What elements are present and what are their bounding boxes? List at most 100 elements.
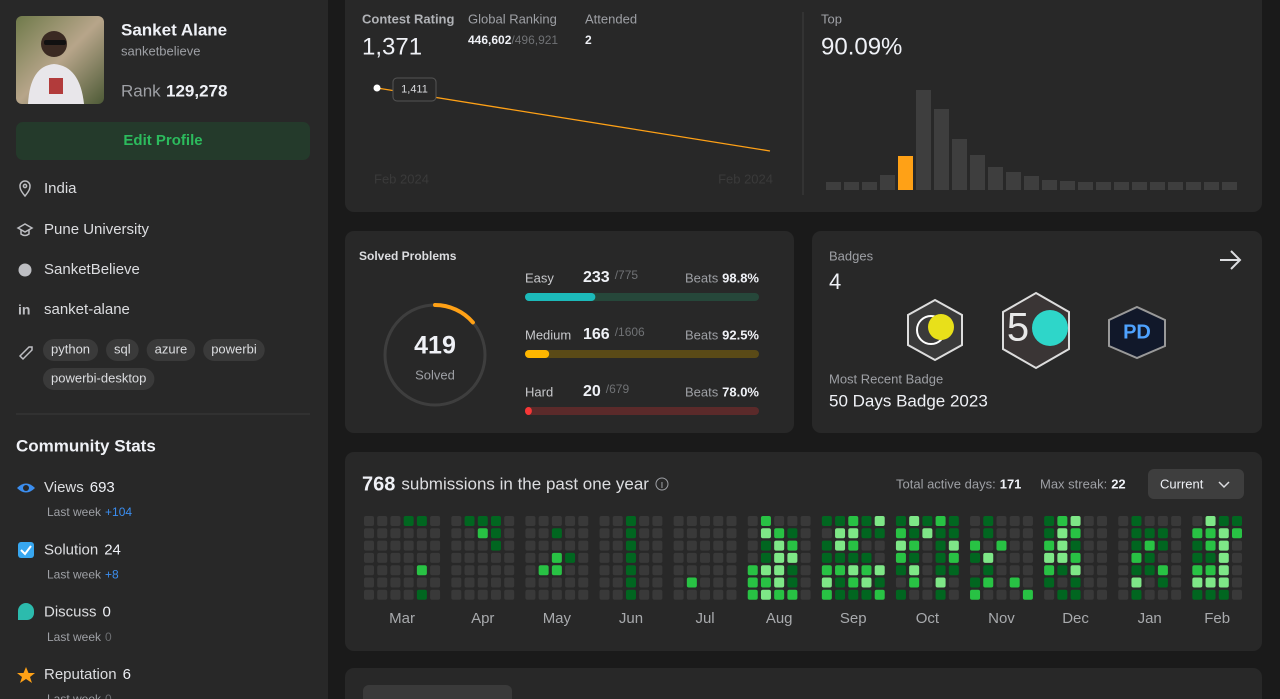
day-cell: [430, 540, 441, 551]
rating-label: Contest Rating: [362, 11, 455, 26]
skill-tag: sql: [106, 339, 139, 361]
year-dropdown[interactable]: Current: [1148, 469, 1244, 499]
day-cell: [1044, 552, 1055, 563]
day-cell: [922, 552, 933, 563]
day-cell: [787, 589, 798, 600]
day-cell: [787, 577, 798, 588]
day-cell: [948, 540, 959, 551]
day-cell: [1057, 516, 1068, 526]
day-cell: [525, 565, 536, 576]
day-cell: [821, 528, 832, 539]
bar: [880, 175, 895, 190]
day-cell: [1205, 577, 1216, 588]
day-cell: [652, 516, 663, 526]
month-label: Oct: [916, 610, 940, 627]
day-cell: [652, 552, 663, 563]
day-cell: [1205, 528, 1216, 539]
edit-profile-button[interactable]: Edit Profile: [16, 122, 310, 160]
streak-label: Max streak:: [1040, 476, 1107, 491]
day-cell: [1118, 516, 1129, 526]
difficulty-total: /1606: [615, 325, 645, 339]
skill-tag: powerbi-desktop: [43, 368, 155, 390]
badges-arrow[interactable]: [1220, 250, 1242, 270]
stat-period: Last week: [47, 630, 102, 644]
bar: [934, 109, 949, 190]
day-cell: [451, 577, 462, 588]
day-cell: [578, 589, 589, 600]
day-cell: [1070, 516, 1081, 526]
day-cell: [1157, 552, 1168, 563]
day-cell: [1009, 565, 1020, 576]
day-cell: [1057, 540, 1068, 551]
day-cell: [1144, 565, 1155, 576]
day-cell: [787, 528, 798, 539]
day-cell: [700, 528, 711, 539]
stat-period: Last week: [47, 505, 102, 519]
day-cell: [996, 540, 1007, 551]
tab[interactable]: [363, 685, 512, 699]
day-cell: [700, 589, 711, 600]
day-cell: [747, 589, 758, 600]
day-cell: [1232, 552, 1242, 563]
heatmap: Mar Apr May Jun Jul Aug Sep Oct Nov Dec Jan Feb: [364, 516, 1242, 627]
day-cell: [1157, 516, 1168, 526]
day-cell: [1131, 589, 1142, 600]
bar: [952, 139, 967, 190]
day-cell: [726, 516, 737, 526]
day-cell: [874, 589, 885, 600]
month-label: Feb: [1204, 610, 1230, 627]
day-cell: [848, 565, 859, 576]
day-cell: [416, 516, 427, 526]
day-cell: [1044, 516, 1055, 526]
info-icon[interactable]: [655, 477, 669, 491]
day-cell: [1097, 516, 1108, 526]
day-cell: [673, 565, 684, 576]
day-cell: [1044, 589, 1055, 600]
day-cell: [713, 516, 724, 526]
day-cell: [713, 589, 724, 600]
day-cell: [1083, 528, 1094, 539]
month-label: Dec: [1062, 610, 1089, 627]
day-cell: [1083, 589, 1094, 600]
day-cell: [1083, 565, 1094, 576]
difficulty-solved: 20: [583, 383, 601, 400]
day-cell: [1057, 565, 1068, 576]
stat-label: Reputation: [44, 666, 117, 683]
day-cell: [848, 577, 859, 588]
stat-value: 0: [103, 604, 111, 621]
day-cell: [874, 528, 885, 539]
day-cell: [909, 528, 920, 539]
day-cell: [525, 577, 536, 588]
community-title: Community Stats: [16, 436, 156, 455]
day-cell: [1022, 516, 1033, 526]
day-cell: [760, 528, 771, 539]
info-icons: in: [16, 180, 34, 361]
bar: [1042, 180, 1057, 190]
day-cell: [821, 552, 832, 563]
day-cell: [774, 565, 785, 576]
rank-label: Rank: [121, 81, 161, 100]
day-cell: [1205, 552, 1216, 563]
day-cell: [451, 540, 462, 551]
day-cell: [1009, 552, 1020, 563]
day-cell: [625, 577, 636, 588]
svg-text:5: 5: [1007, 306, 1029, 350]
top-value: 90.09%: [821, 33, 902, 60]
day-cell: [565, 552, 576, 563]
day-cell: [403, 589, 414, 600]
day-cell: [416, 565, 427, 576]
bar: [916, 90, 931, 190]
day-cell: [673, 577, 684, 588]
day-cell: [578, 552, 589, 563]
rank-value: 129,278: [166, 81, 227, 100]
month-label: Apr: [471, 610, 494, 627]
day-cell: [551, 577, 562, 588]
progress-track: [525, 350, 759, 358]
day-cell: [1131, 540, 1142, 551]
x-tick-label: Feb 2024: [718, 171, 773, 186]
day-cell: [922, 516, 933, 526]
day-cell: [909, 552, 920, 563]
day-cell: [1171, 565, 1182, 576]
day-cell: [895, 540, 906, 551]
day-cell: [835, 565, 846, 576]
